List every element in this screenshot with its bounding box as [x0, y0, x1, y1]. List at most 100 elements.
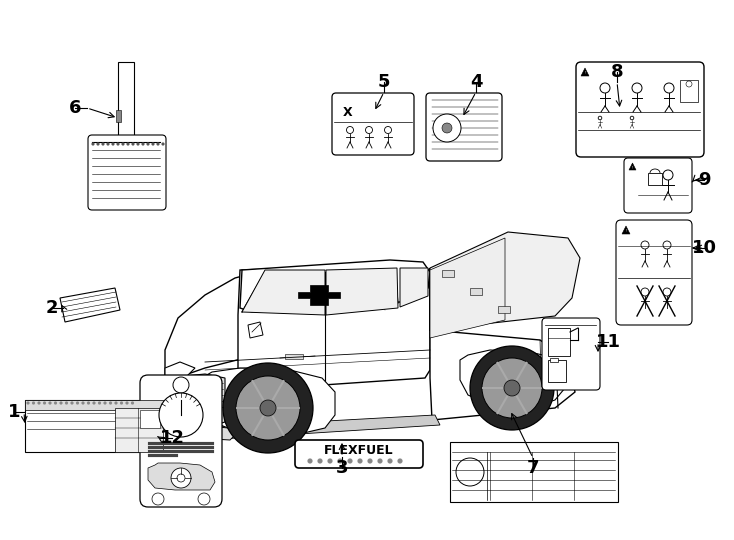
Bar: [285, 354, 303, 359]
Polygon shape: [622, 226, 630, 234]
Circle shape: [137, 143, 139, 145]
Circle shape: [366, 126, 372, 133]
Polygon shape: [430, 238, 505, 338]
Circle shape: [198, 493, 210, 505]
Text: !: !: [584, 71, 586, 75]
Bar: [648, 173, 662, 185]
Polygon shape: [326, 268, 398, 315]
Circle shape: [641, 288, 649, 296]
Circle shape: [398, 458, 402, 463]
Circle shape: [109, 402, 112, 404]
Bar: [25, 400, 163, 410]
Circle shape: [81, 402, 84, 404]
FancyBboxPatch shape: [624, 158, 692, 213]
Circle shape: [126, 402, 128, 404]
FancyBboxPatch shape: [295, 440, 423, 468]
Circle shape: [663, 170, 673, 180]
Circle shape: [43, 402, 46, 404]
Circle shape: [70, 402, 73, 404]
Polygon shape: [148, 463, 215, 490]
Circle shape: [161, 143, 164, 145]
Bar: [148, 450, 214, 453]
Polygon shape: [60, 288, 120, 322]
Circle shape: [87, 402, 90, 404]
Circle shape: [641, 241, 649, 249]
Bar: [680, 80, 698, 102]
Circle shape: [126, 143, 129, 145]
Text: 11: 11: [595, 333, 620, 351]
Text: FLEXFUEL: FLEXFUEL: [324, 444, 394, 457]
Circle shape: [377, 458, 382, 463]
Circle shape: [106, 143, 109, 145]
Polygon shape: [242, 270, 325, 315]
Circle shape: [151, 143, 154, 145]
Bar: [148, 446, 214, 449]
FancyBboxPatch shape: [576, 62, 704, 157]
Circle shape: [117, 143, 120, 145]
Circle shape: [173, 377, 189, 393]
Circle shape: [470, 346, 554, 430]
Circle shape: [92, 143, 95, 145]
Circle shape: [347, 458, 352, 463]
Polygon shape: [460, 350, 565, 408]
FancyBboxPatch shape: [140, 375, 222, 507]
Polygon shape: [400, 268, 428, 307]
Polygon shape: [430, 232, 580, 330]
Bar: [148, 454, 178, 457]
Circle shape: [308, 458, 313, 463]
Text: !: !: [632, 166, 633, 170]
Circle shape: [101, 143, 104, 145]
Circle shape: [260, 400, 276, 416]
Circle shape: [96, 143, 100, 145]
Circle shape: [171, 468, 191, 488]
Circle shape: [59, 402, 62, 404]
Circle shape: [318, 458, 322, 463]
Bar: [550, 358, 558, 362]
Polygon shape: [200, 415, 440, 440]
Circle shape: [368, 458, 372, 463]
Text: 8: 8: [611, 63, 623, 81]
Bar: [470, 288, 482, 295]
Circle shape: [600, 83, 610, 93]
Text: 1: 1: [8, 403, 21, 421]
Circle shape: [177, 474, 185, 482]
FancyBboxPatch shape: [426, 93, 502, 161]
Bar: [140, 410, 160, 428]
Text: 9: 9: [698, 171, 711, 189]
Circle shape: [327, 458, 333, 463]
Circle shape: [631, 116, 633, 120]
Bar: [450, 442, 618, 502]
Bar: [148, 442, 214, 445]
Circle shape: [147, 143, 150, 145]
Bar: [116, 110, 121, 122]
Text: X: X: [344, 105, 353, 118]
Circle shape: [598, 116, 602, 120]
Circle shape: [433, 114, 461, 142]
Circle shape: [632, 83, 642, 93]
Circle shape: [48, 402, 51, 404]
Circle shape: [120, 402, 123, 404]
Circle shape: [664, 83, 674, 93]
Circle shape: [112, 143, 115, 145]
Circle shape: [357, 458, 363, 463]
Text: 10: 10: [691, 239, 716, 257]
Polygon shape: [165, 265, 405, 380]
Circle shape: [37, 402, 40, 404]
Bar: [118, 62, 134, 137]
Circle shape: [223, 363, 313, 453]
Circle shape: [122, 143, 125, 145]
Text: 6: 6: [69, 99, 81, 117]
Polygon shape: [165, 362, 195, 382]
Text: !: !: [625, 229, 627, 233]
Circle shape: [388, 458, 393, 463]
Bar: [25, 400, 163, 452]
Circle shape: [54, 402, 57, 404]
Circle shape: [346, 126, 354, 133]
Text: 4: 4: [470, 73, 482, 91]
Circle shape: [338, 458, 343, 463]
Circle shape: [131, 143, 134, 145]
FancyBboxPatch shape: [542, 318, 600, 390]
Bar: [548, 328, 570, 356]
Circle shape: [142, 143, 145, 145]
Text: !: !: [625, 229, 627, 233]
